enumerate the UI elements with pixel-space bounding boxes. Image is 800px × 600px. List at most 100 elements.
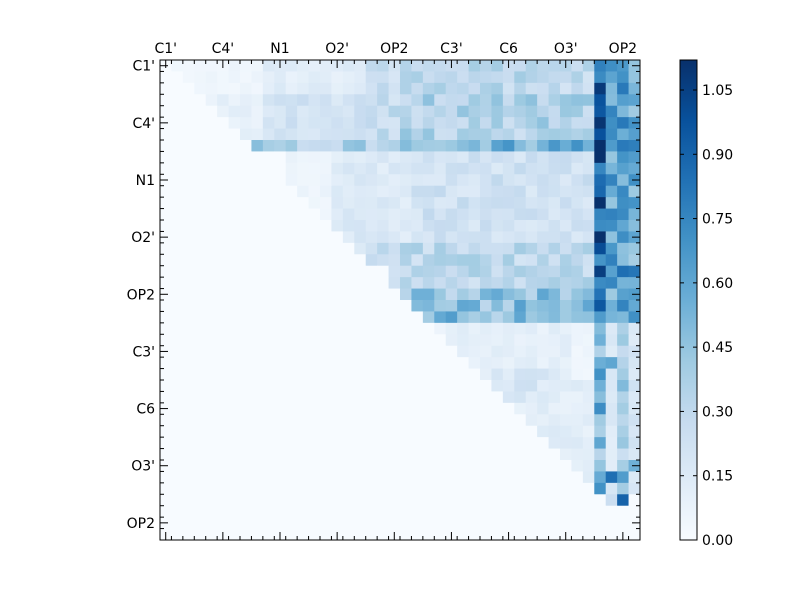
heatmap-cell <box>445 94 458 107</box>
heatmap-cell <box>468 277 481 289</box>
heatmap-cell <box>320 334 332 347</box>
heatmap-cell <box>182 174 195 187</box>
heatmap-cell <box>228 162 241 175</box>
heatmap-cell <box>194 322 207 335</box>
heatmap-cell <box>560 425 572 438</box>
heatmap-cell <box>331 437 344 449</box>
heatmap-cell <box>388 82 401 95</box>
heatmap-cell <box>228 197 241 209</box>
heatmap-cell <box>537 105 549 118</box>
heatmap-cell <box>605 174 618 187</box>
heatmap-cell <box>537 334 549 347</box>
heatmap-cell <box>377 254 389 267</box>
heatmap-cell <box>617 94 629 107</box>
heatmap-cell <box>331 162 344 175</box>
heatmap-cell <box>217 288 229 301</box>
heatmap-cell <box>228 311 241 324</box>
heatmap-cell <box>457 311 469 324</box>
heatmap-cell <box>582 311 595 324</box>
heatmap-cell <box>582 208 595 221</box>
heatmap-cell <box>617 437 629 449</box>
heatmap-cell <box>342 71 355 84</box>
heatmap-cell <box>194 60 207 72</box>
heatmap-cell <box>217 402 229 415</box>
heatmap-cell <box>491 140 504 152</box>
heatmap-cell <box>342 425 355 438</box>
heatmap-cell <box>582 140 595 152</box>
heatmap-cell <box>514 345 527 358</box>
heatmap-cell <box>491 242 504 255</box>
heatmap-cell <box>228 208 241 221</box>
heatmap-cell <box>548 140 561 152</box>
heatmap-cell <box>571 277 584 289</box>
heatmap-cell <box>308 505 321 518</box>
heatmap-cell <box>434 288 447 301</box>
heatmap-cell <box>422 94 435 107</box>
heatmap-cell <box>548 528 561 541</box>
heatmap-cell <box>354 265 367 278</box>
heatmap-cell <box>502 254 515 267</box>
heatmap-cell <box>548 391 561 404</box>
heatmap-cell <box>182 380 195 392</box>
heatmap-cell <box>457 391 469 404</box>
heatmap-cell <box>480 517 492 529</box>
heatmap-cell <box>285 448 298 461</box>
heatmap-cell <box>445 197 458 209</box>
heatmap-cell <box>217 105 229 118</box>
heatmap-cell <box>251 311 264 324</box>
heatmap-cell <box>434 460 447 472</box>
heatmap-cell <box>308 414 321 427</box>
heatmap-cell <box>628 425 641 438</box>
heatmap-cell <box>240 300 252 312</box>
heatmap-cell <box>514 231 527 244</box>
heatmap-cell <box>262 197 275 209</box>
heatmap-cell <box>480 277 492 289</box>
heatmap-cell <box>537 60 549 72</box>
heatmap-cell <box>400 517 412 529</box>
heatmap-cell <box>434 402 447 415</box>
heatmap-cell <box>205 300 218 312</box>
heatmap-cell <box>331 128 344 141</box>
heatmap-cell <box>468 437 481 449</box>
heatmap-cell <box>377 105 389 118</box>
heatmap-cell <box>502 517 515 529</box>
heatmap-cell <box>365 197 378 209</box>
heatmap-cell <box>262 174 275 187</box>
heatmap-cell <box>628 311 641 324</box>
heatmap-cell <box>262 460 275 472</box>
heatmap-cell <box>537 140 549 152</box>
heatmap-cell <box>228 174 241 187</box>
heatmap-cell <box>285 494 298 507</box>
heatmap-cell <box>411 242 424 255</box>
heatmap-cell <box>365 254 378 267</box>
heatmap-cell <box>365 60 378 72</box>
heatmap-cell <box>582 117 595 129</box>
heatmap-cell <box>171 197 184 209</box>
heatmap-cell <box>457 471 469 484</box>
heatmap-cell <box>434 277 447 289</box>
heatmap-cell <box>251 140 264 152</box>
heatmap-cell <box>377 117 389 129</box>
heatmap-cell <box>320 288 332 301</box>
heatmap-cell <box>594 71 607 84</box>
heatmap-cell <box>320 140 332 152</box>
heatmap-cell <box>194 345 207 358</box>
heatmap-cell <box>240 414 252 427</box>
heatmap-cell <box>240 60 252 72</box>
heatmap-cell <box>411 151 424 164</box>
y-tick-label: C4' <box>132 116 155 132</box>
heatmap-cell <box>354 71 367 84</box>
x-tick-label: C4' <box>212 41 235 57</box>
heatmap-cell <box>388 185 401 198</box>
heatmap-cell <box>434 425 447 438</box>
heatmap-cell <box>285 162 298 175</box>
heatmap-cell <box>228 128 241 141</box>
heatmap-cell <box>594 105 607 118</box>
heatmap-cell <box>194 277 207 289</box>
heatmap-cell <box>548 322 561 335</box>
heatmap-cell <box>445 128 458 141</box>
heatmap-cell <box>468 402 481 415</box>
heatmap-cell <box>194 128 207 141</box>
heatmap-cell <box>582 197 595 209</box>
heatmap-cell <box>354 528 367 541</box>
